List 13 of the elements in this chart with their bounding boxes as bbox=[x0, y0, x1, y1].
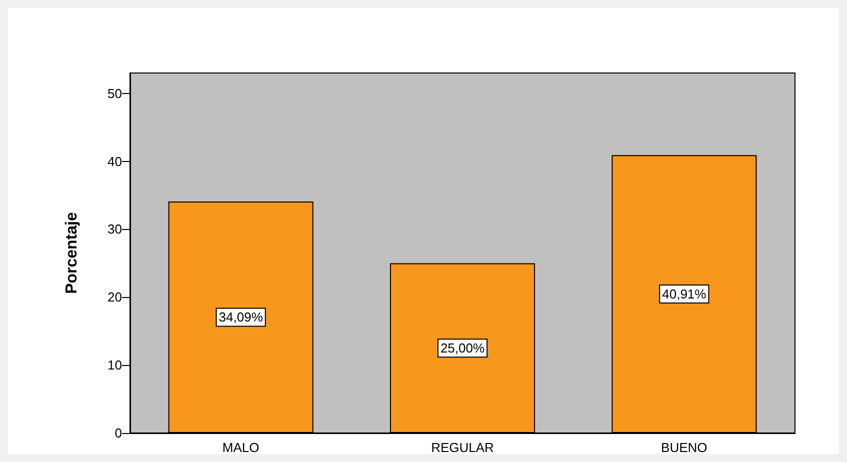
y-tick-label: 20 bbox=[108, 290, 122, 305]
y-tick-label: 50 bbox=[108, 86, 122, 101]
x-tick-label: MALO bbox=[222, 440, 260, 455]
y-tick-label: 0 bbox=[114, 426, 122, 440]
data-label: 25,00% bbox=[440, 340, 485, 356]
x-tick-label: BUENO bbox=[661, 440, 708, 455]
x-tick-label: REGULAR bbox=[431, 440, 494, 455]
y-tick-label: 10 bbox=[108, 358, 122, 373]
y-tick-label: 40 bbox=[108, 154, 122, 169]
data-label: 34,09% bbox=[218, 310, 264, 325]
y-axis-title: Porcentaje bbox=[64, 212, 80, 294]
data-label: 40,91% bbox=[662, 286, 707, 302]
y-tick-label: 30 bbox=[108, 222, 122, 237]
